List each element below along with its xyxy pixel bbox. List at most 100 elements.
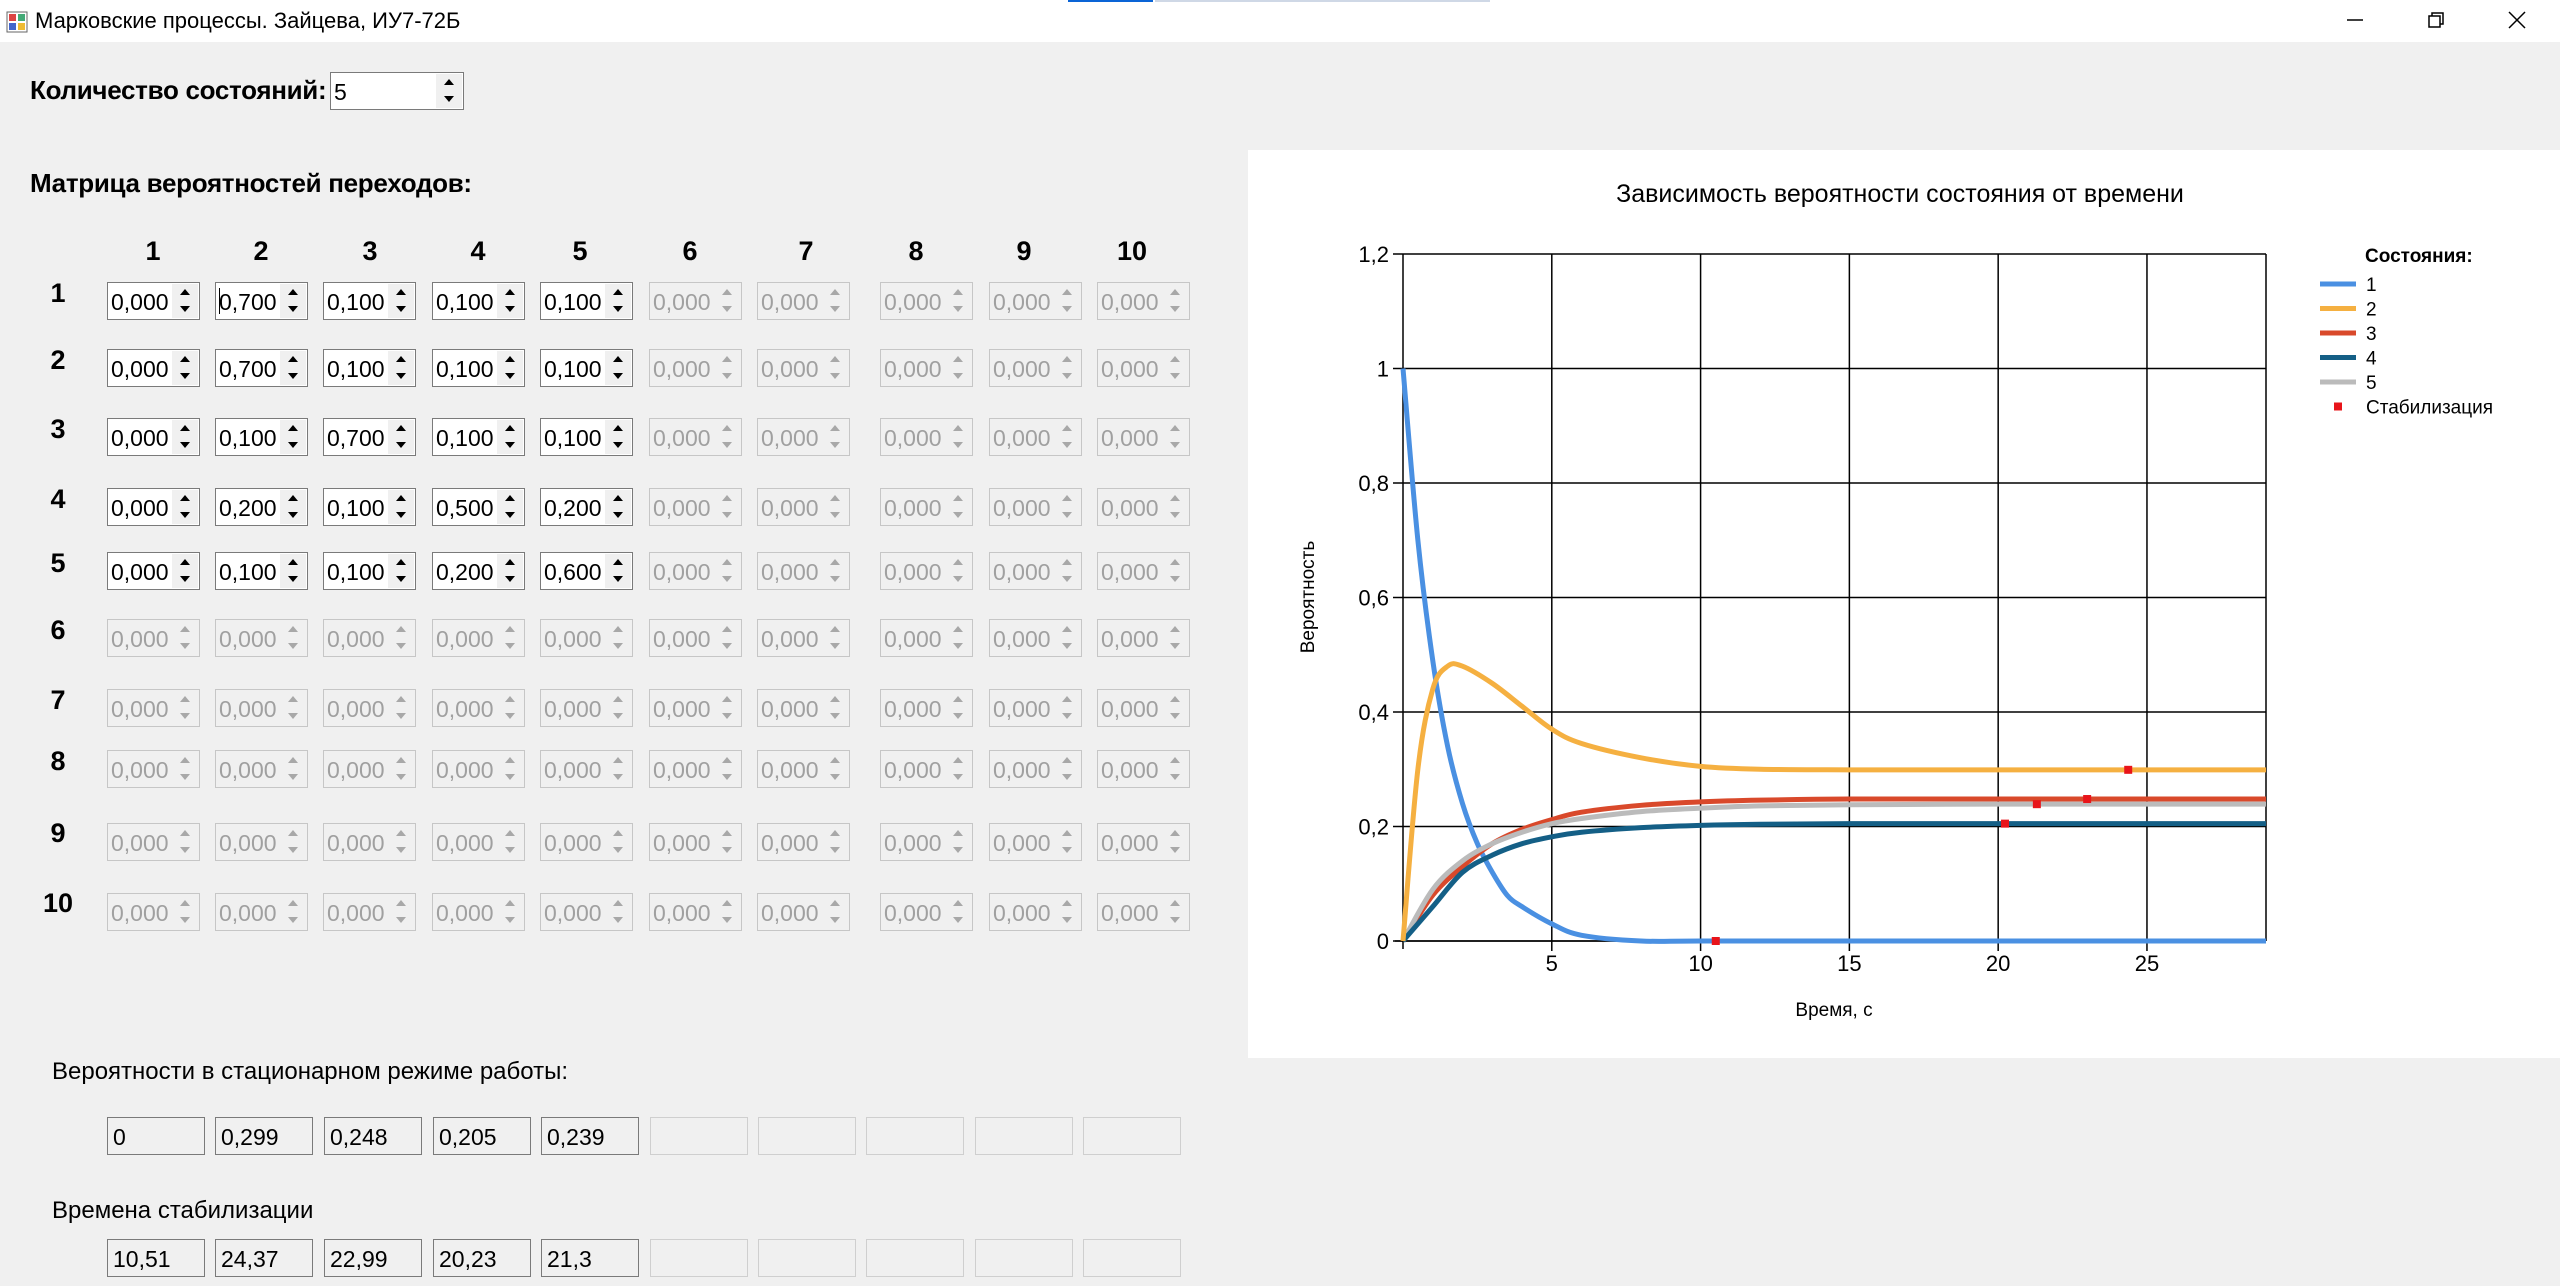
cell-stepper[interactable]: [388, 554, 414, 588]
decrement-arrow-icon[interactable]: [280, 301, 306, 318]
matrix-cell-input[interactable]: 0,100: [215, 552, 308, 590]
decrement-arrow-icon[interactable]: [605, 507, 631, 524]
states-count-input[interactable]: 5: [330, 72, 464, 110]
increment-arrow-icon[interactable]: [497, 554, 523, 572]
increment-arrow-icon[interactable]: [172, 490, 198, 508]
cell-stepper[interactable]: [605, 284, 631, 318]
minimize-button[interactable]: [2315, 0, 2395, 40]
cell-stepper[interactable]: [172, 554, 198, 588]
states-count-stepper[interactable]: [436, 74, 462, 108]
matrix-cell-input[interactable]: 0,100: [540, 282, 633, 320]
matrix-cell-input[interactable]: 0,000: [107, 282, 200, 320]
cell-stepper[interactable]: [497, 351, 523, 385]
matrix-cell-input[interactable]: 0,100: [323, 282, 416, 320]
decrement-arrow-icon[interactable]: [497, 368, 523, 385]
matrix-cell-input[interactable]: 0,100: [540, 349, 633, 387]
matrix-cell-input[interactable]: 0,200: [540, 488, 633, 526]
cell-stepper[interactable]: [172, 490, 198, 524]
cell-stepper[interactable]: [280, 420, 306, 454]
increment-arrow-icon[interactable]: [388, 554, 414, 572]
increment-arrow-icon[interactable]: [388, 284, 414, 302]
increment-arrow-icon[interactable]: [280, 490, 306, 508]
decrement-arrow-icon[interactable]: [172, 368, 198, 385]
decrement-arrow-icon[interactable]: [172, 301, 198, 318]
close-button[interactable]: [2477, 0, 2557, 40]
matrix-cell-input[interactable]: 0,700: [215, 349, 308, 387]
matrix-cell-input[interactable]: 0,700: [323, 418, 416, 456]
cell-stepper[interactable]: [172, 420, 198, 454]
increment-arrow-icon[interactable]: [280, 420, 306, 438]
increment-arrow-icon[interactable]: [172, 284, 198, 302]
matrix-cell-input[interactable]: 0,100: [540, 418, 633, 456]
decrement-arrow-icon[interactable]: [388, 368, 414, 385]
increment-arrow-icon[interactable]: [605, 284, 631, 302]
matrix-cell-input[interactable]: 0,200: [215, 488, 308, 526]
matrix-cell-input[interactable]: 0,100: [323, 488, 416, 526]
decrement-arrow-icon[interactable]: [172, 437, 198, 454]
matrix-cell-input[interactable]: 0,600: [540, 552, 633, 590]
increment-arrow-icon[interactable]: [497, 284, 523, 302]
increment-arrow-icon[interactable]: [388, 420, 414, 438]
increment-arrow-icon[interactable]: [497, 490, 523, 508]
cell-stepper[interactable]: [172, 351, 198, 385]
decrement-arrow-icon[interactable]: [280, 437, 306, 454]
increment-arrow-icon[interactable]: [436, 74, 462, 92]
matrix-cell-input[interactable]: 0,100: [323, 552, 416, 590]
matrix-cell-input[interactable]: 0,000: [107, 418, 200, 456]
cell-stepper[interactable]: [388, 490, 414, 524]
matrix-cell-input[interactable]: 0,700: [215, 282, 308, 320]
increment-arrow-icon[interactable]: [280, 554, 306, 572]
cell-stepper[interactable]: [280, 351, 306, 385]
increment-arrow-icon[interactable]: [172, 554, 198, 572]
decrement-arrow-icon[interactable]: [172, 507, 198, 524]
matrix-cell-input[interactable]: 0,000: [107, 349, 200, 387]
cell-stepper[interactable]: [497, 284, 523, 318]
decrement-arrow-icon[interactable]: [605, 301, 631, 318]
increment-arrow-icon[interactable]: [605, 490, 631, 508]
cell-stepper[interactable]: [605, 351, 631, 385]
increment-arrow-icon[interactable]: [497, 420, 523, 438]
decrement-arrow-icon[interactable]: [280, 571, 306, 588]
increment-arrow-icon[interactable]: [172, 351, 198, 369]
cell-stepper[interactable]: [388, 284, 414, 318]
increment-arrow-icon[interactable]: [280, 284, 306, 302]
decrement-arrow-icon[interactable]: [388, 437, 414, 454]
matrix-cell-input[interactable]: 0,200: [432, 552, 525, 590]
increment-arrow-icon[interactable]: [605, 554, 631, 572]
matrix-cell-input[interactable]: 0,000: [107, 488, 200, 526]
matrix-cell-input[interactable]: 0,100: [323, 349, 416, 387]
matrix-cell-input[interactable]: 0,100: [432, 349, 525, 387]
increment-arrow-icon[interactable]: [605, 351, 631, 369]
cell-stepper[interactable]: [605, 554, 631, 588]
decrement-arrow-icon[interactable]: [172, 571, 198, 588]
decrement-arrow-icon[interactable]: [388, 301, 414, 318]
increment-arrow-icon[interactable]: [280, 351, 306, 369]
restore-button[interactable]: [2396, 0, 2476, 40]
matrix-cell-input[interactable]: 0,100: [215, 418, 308, 456]
cell-stepper[interactable]: [280, 554, 306, 588]
matrix-cell-input[interactable]: 0,100: [432, 282, 525, 320]
decrement-arrow-icon[interactable]: [497, 571, 523, 588]
decrement-arrow-icon[interactable]: [497, 301, 523, 318]
cell-stepper[interactable]: [497, 490, 523, 524]
cell-stepper[interactable]: [497, 554, 523, 588]
decrement-arrow-icon[interactable]: [497, 437, 523, 454]
cell-stepper[interactable]: [605, 420, 631, 454]
cell-stepper[interactable]: [172, 284, 198, 318]
decrement-arrow-icon[interactable]: [436, 91, 462, 108]
matrix-cell-input[interactable]: 0,100: [432, 418, 525, 456]
matrix-cell-input[interactable]: 0,000: [107, 552, 200, 590]
cell-stepper[interactable]: [388, 420, 414, 454]
cell-stepper[interactable]: [388, 351, 414, 385]
increment-arrow-icon[interactable]: [497, 351, 523, 369]
decrement-arrow-icon[interactable]: [388, 571, 414, 588]
decrement-arrow-icon[interactable]: [280, 368, 306, 385]
cell-stepper[interactable]: [280, 490, 306, 524]
cell-stepper[interactable]: [280, 284, 306, 318]
increment-arrow-icon[interactable]: [605, 420, 631, 438]
decrement-arrow-icon[interactable]: [605, 437, 631, 454]
cell-stepper[interactable]: [497, 420, 523, 454]
decrement-arrow-icon[interactable]: [388, 507, 414, 524]
increment-arrow-icon[interactable]: [388, 490, 414, 508]
cell-stepper[interactable]: [605, 490, 631, 524]
